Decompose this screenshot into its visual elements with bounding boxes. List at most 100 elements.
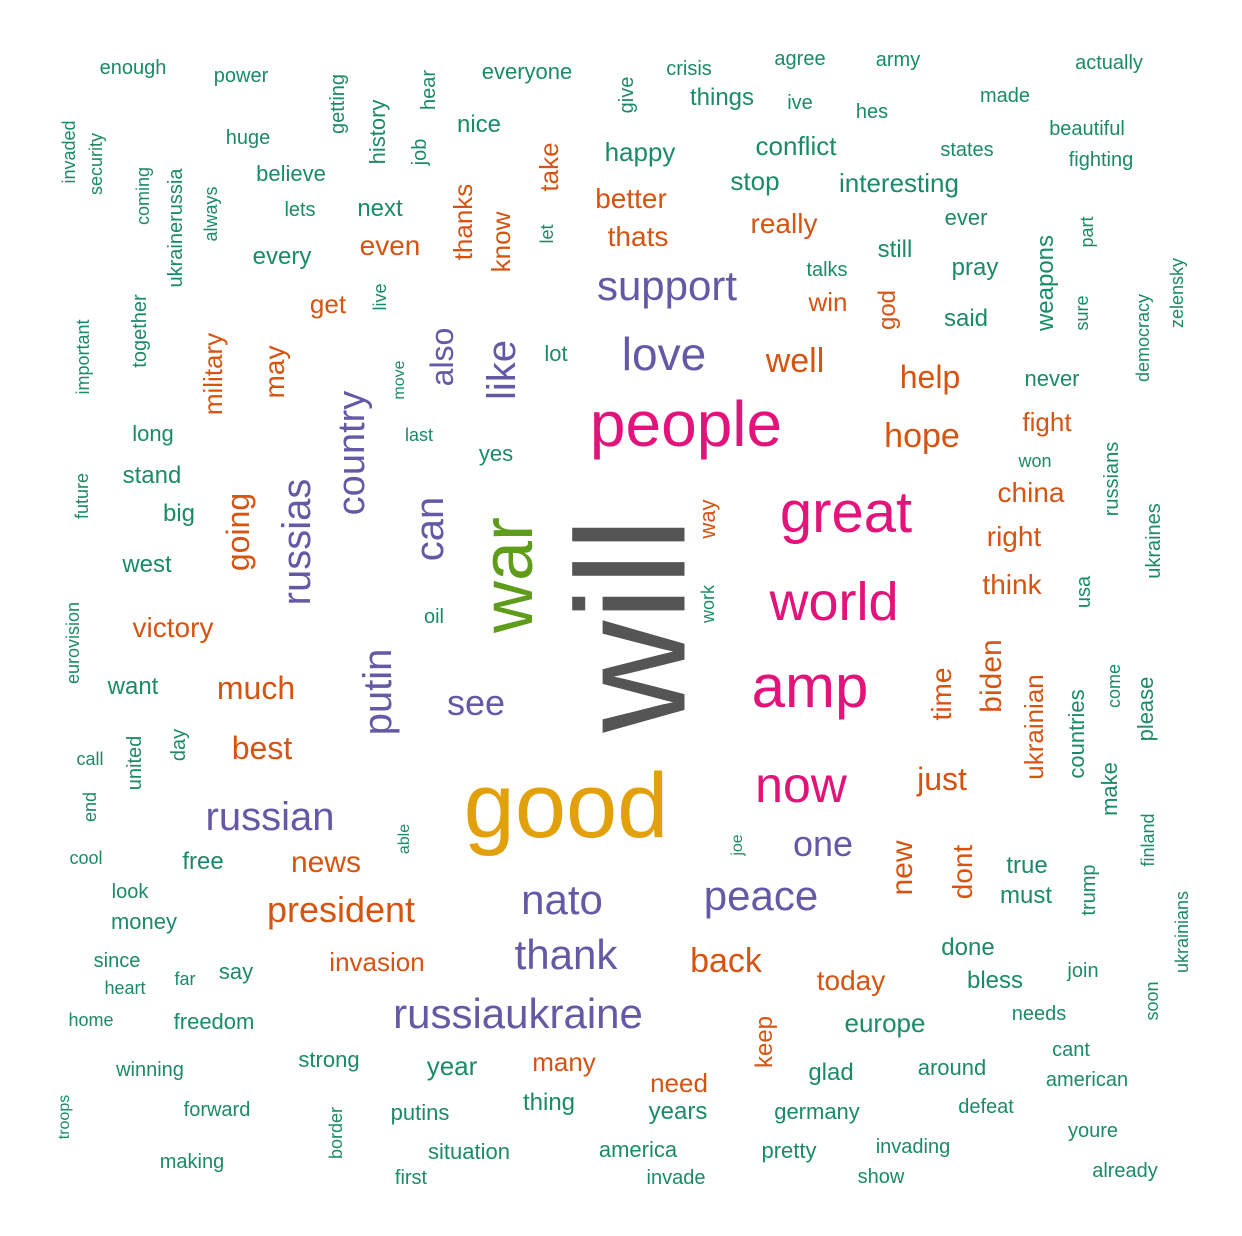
word-hope: hope xyxy=(884,417,960,455)
word-ukrainerussia: ukrainerussia xyxy=(165,168,187,288)
word-news: news xyxy=(290,846,362,879)
word-see: see xyxy=(446,682,506,723)
word-even: even xyxy=(359,230,421,261)
word-around: around xyxy=(917,1055,987,1080)
word-trump: trump xyxy=(1078,864,1100,916)
word-thanks: thanks xyxy=(448,183,478,261)
word-last: last xyxy=(404,425,434,445)
word-new: new xyxy=(886,840,919,896)
word-europe: europe xyxy=(844,1008,926,1038)
word-already: already xyxy=(1092,1160,1158,1182)
word-ive: ive xyxy=(787,92,813,114)
word-come: come xyxy=(1104,663,1124,709)
word-usa: usa xyxy=(1073,575,1095,609)
word-must: must xyxy=(999,882,1053,909)
word-war: war xyxy=(468,516,548,634)
word-free: free xyxy=(182,848,224,875)
word-democracy: democracy xyxy=(1133,293,1153,383)
word-freedom: freedom xyxy=(173,1009,255,1034)
word-glad: glad xyxy=(808,1059,854,1086)
word-lot: lot xyxy=(544,341,568,366)
word-let: let xyxy=(537,224,557,244)
word-invasion: invasion xyxy=(329,947,425,977)
word-time: time xyxy=(926,667,957,721)
word-biden: biden xyxy=(975,639,1008,713)
word-army: army xyxy=(875,49,921,71)
word-defeat: defeat xyxy=(958,1096,1014,1118)
word-important: important xyxy=(73,319,93,395)
word-going: going xyxy=(220,492,256,572)
word-russias: russias xyxy=(275,478,319,606)
word-better: better xyxy=(595,183,667,214)
word-forward: forward xyxy=(183,1099,251,1121)
word-just: just xyxy=(917,761,967,797)
word-pray: pray xyxy=(951,254,999,281)
word-power: power xyxy=(213,65,269,87)
word-every: every xyxy=(252,243,312,270)
word-finland: finland xyxy=(1138,813,1158,867)
word-really: really xyxy=(750,208,818,239)
word-take: take xyxy=(534,142,564,192)
word-right: right xyxy=(986,521,1042,552)
word-pretty: pretty xyxy=(761,1138,817,1163)
word-coming: coming xyxy=(133,166,153,226)
word-russian: russian xyxy=(205,795,335,839)
word-next: next xyxy=(357,195,403,222)
word-one: one xyxy=(792,823,854,864)
word-lets: lets xyxy=(284,199,316,221)
word-years: years xyxy=(648,1098,708,1125)
word-heart: heart xyxy=(104,978,146,998)
word-end: end xyxy=(80,791,100,823)
word-security: security xyxy=(86,132,106,196)
word-cant: cant xyxy=(1052,1039,1090,1061)
word-done: done xyxy=(941,934,995,961)
word-thats: thats xyxy=(607,221,669,252)
word-fight: fight xyxy=(1022,407,1072,437)
word-good: good xyxy=(463,755,669,857)
word-well: well xyxy=(765,342,825,380)
word-live: live xyxy=(370,283,390,311)
word-back: back xyxy=(690,942,762,980)
word-strong: strong xyxy=(298,1047,360,1072)
word-invade: invade xyxy=(646,1167,706,1189)
word-work: work xyxy=(698,584,718,624)
word-happy: happy xyxy=(604,137,676,167)
word-joe: joe xyxy=(729,834,746,856)
word-agree: agree xyxy=(774,48,826,70)
word-youre: youre xyxy=(1067,1120,1119,1142)
word-keep: keep xyxy=(751,1015,778,1069)
word-many: many xyxy=(532,1047,596,1077)
word-never: never xyxy=(1024,366,1080,391)
word-way: way xyxy=(695,499,720,539)
word-america: america xyxy=(598,1137,678,1162)
word-country: country xyxy=(331,390,373,516)
word-crisis: crisis xyxy=(666,58,712,80)
word-states: states xyxy=(940,139,994,161)
word-long: long xyxy=(132,421,174,446)
word-today: today xyxy=(816,965,886,996)
word-west: west xyxy=(122,551,172,578)
word-nato: nato xyxy=(521,876,603,923)
word-thank: thank xyxy=(514,931,618,978)
word-want: want xyxy=(107,673,159,700)
word-give: give xyxy=(616,76,638,114)
word-troops: troops xyxy=(56,1094,73,1140)
word-getting: getting xyxy=(327,73,349,135)
word-president: president xyxy=(266,889,416,930)
word-american: american xyxy=(1045,1069,1129,1091)
word-ukrainians: ukrainians xyxy=(1172,890,1192,974)
word-amp: amp xyxy=(751,653,869,720)
word-military: military xyxy=(198,332,228,416)
word-help: help xyxy=(899,359,961,395)
word-may: may xyxy=(259,345,290,399)
word-russians: russians xyxy=(1101,441,1123,517)
word-money: money xyxy=(110,909,178,934)
word-making: making xyxy=(159,1151,225,1173)
word-united: united xyxy=(124,735,146,791)
word-china: china xyxy=(997,477,1065,508)
word-far: far xyxy=(174,969,196,989)
word-day: day xyxy=(168,728,190,762)
word-like: like xyxy=(480,339,524,401)
word-much: much xyxy=(216,670,296,706)
